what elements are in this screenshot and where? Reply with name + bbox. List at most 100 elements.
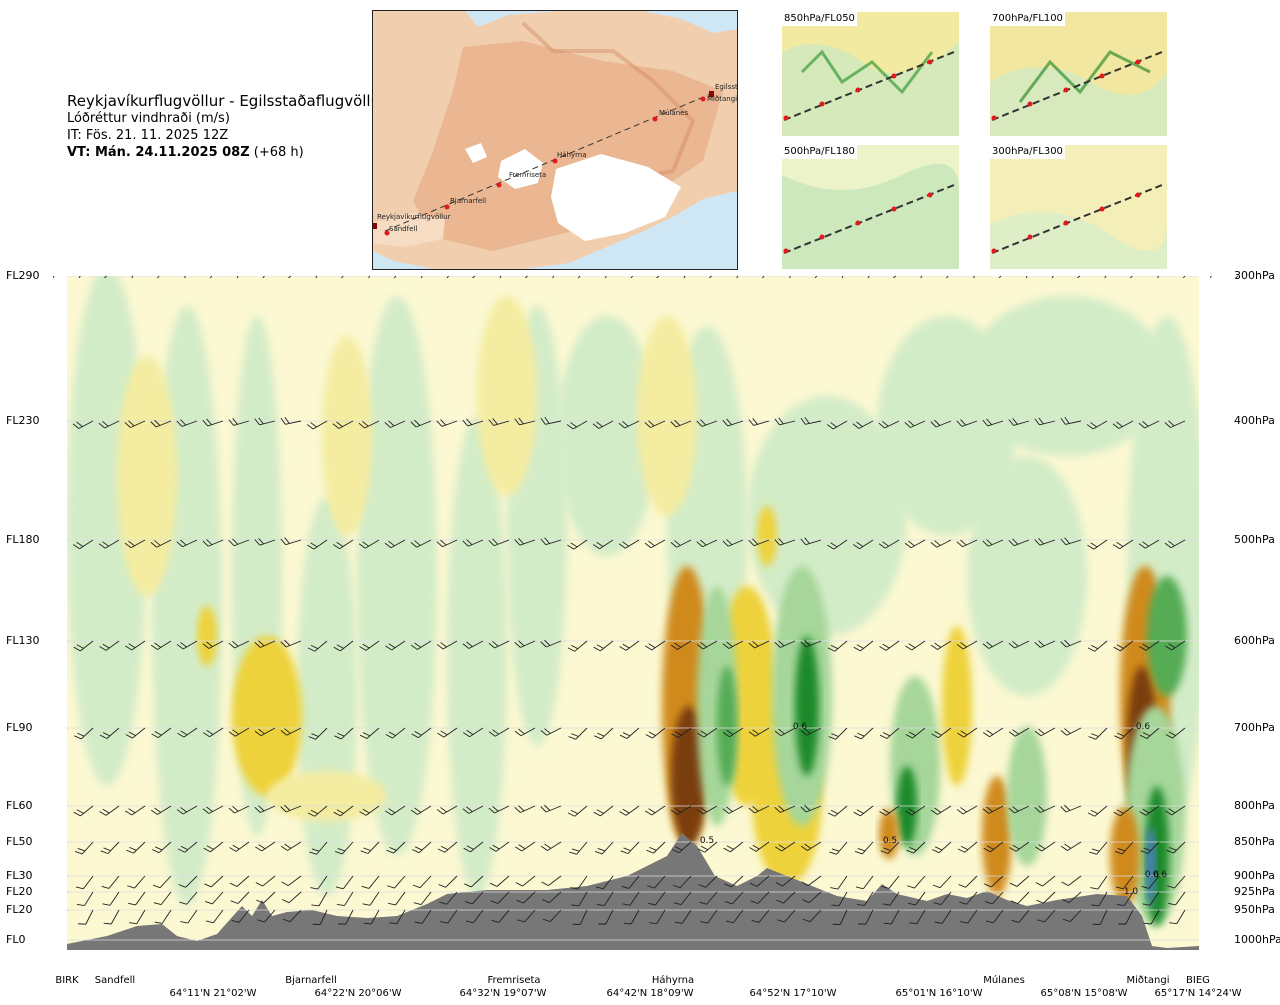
wind-barb xyxy=(570,875,588,890)
wind-barb xyxy=(359,805,380,816)
wind-barb xyxy=(254,805,276,813)
wind-barb xyxy=(644,420,666,428)
wind-barb xyxy=(1034,417,1056,426)
wind-barb xyxy=(385,640,406,651)
wind-barb xyxy=(1036,891,1056,904)
wind-barb xyxy=(1008,640,1030,649)
wind-barb xyxy=(202,418,224,427)
wind-barb xyxy=(514,275,528,278)
wind-barb xyxy=(179,891,198,905)
wind-barb xyxy=(854,841,874,855)
wind-barb xyxy=(645,727,666,739)
wind-barb xyxy=(1112,420,1134,429)
wind-barb xyxy=(1035,841,1056,852)
velocity-cell xyxy=(967,456,1087,696)
wind-barb xyxy=(698,875,718,888)
wind-barb xyxy=(152,841,172,854)
wind-barb xyxy=(176,640,198,650)
mini-map-850-label: 850hPa/FL050 xyxy=(782,12,857,26)
wind-barb xyxy=(228,640,250,649)
velocity-cell xyxy=(1110,806,1140,906)
contour-value-label: 0.6 xyxy=(1153,870,1168,880)
wind-barb xyxy=(568,727,588,740)
wind-barb xyxy=(751,909,770,923)
wind-barb xyxy=(930,805,952,815)
wind-barbs xyxy=(67,417,1186,925)
wind-barb xyxy=(670,419,692,428)
wind-barb xyxy=(200,275,213,278)
wind-barb xyxy=(280,417,302,425)
wind-barb xyxy=(282,891,302,904)
wind-barb xyxy=(827,805,848,817)
contour-value-label: 0.6 xyxy=(793,722,808,732)
wind-barb xyxy=(308,727,328,740)
wind-barb xyxy=(361,275,371,278)
wind-barb xyxy=(128,891,146,906)
wind-barb xyxy=(124,539,146,549)
route-title: Reykjavíkurflugvöllur - Egilsstaðaflugvö… xyxy=(67,92,387,110)
wind-barb xyxy=(414,909,432,924)
coordinate-label: 64°52'N 17°10'W xyxy=(749,988,837,999)
mini-map-700-graphic xyxy=(990,12,1167,136)
wind-barb xyxy=(1150,275,1160,278)
wind-barb xyxy=(1141,875,1160,889)
map-label-bjarnarfell: Bjarnarfell xyxy=(450,197,486,205)
wind-barb xyxy=(571,891,588,907)
site-label: Sandfell xyxy=(94,975,136,986)
wind-barb xyxy=(697,841,718,853)
site-label: Múlanes xyxy=(983,975,1025,986)
fl-label: FL50 xyxy=(6,835,33,848)
wind-barb xyxy=(202,805,224,814)
wind-barb xyxy=(541,875,562,887)
map-label-sandfell: Sandfell xyxy=(389,225,417,233)
wind-barb xyxy=(78,909,94,925)
level-lines xyxy=(67,276,1199,941)
wind-barb xyxy=(463,841,484,853)
wind-barb xyxy=(306,420,328,430)
wind-barb xyxy=(542,891,562,904)
wind-barb xyxy=(98,420,120,429)
wind-barb xyxy=(439,891,458,905)
wind-barb xyxy=(360,841,380,854)
wind-barb xyxy=(566,420,588,430)
wind-barb xyxy=(256,891,276,904)
wind-barb xyxy=(1173,275,1186,278)
wind-barb xyxy=(384,420,406,428)
wind-barb xyxy=(1164,420,1186,428)
wind-barb xyxy=(1165,640,1186,651)
wind-barb xyxy=(229,875,250,887)
wind-barb xyxy=(722,418,744,427)
wind-barb xyxy=(231,275,239,278)
wind-barb xyxy=(254,727,276,737)
wind-barb xyxy=(334,841,354,855)
wind-barb xyxy=(72,420,94,429)
wind-barb xyxy=(99,805,120,816)
contour-value-label: 0.6 xyxy=(1145,870,1160,880)
wind-barb xyxy=(728,275,739,278)
coordinate-label: 64°32'N 19°07'W xyxy=(459,988,547,999)
wind-barb xyxy=(257,909,276,923)
wind-barb xyxy=(254,537,276,546)
wind-barb xyxy=(440,909,458,924)
wind-barb xyxy=(436,419,458,427)
pressure-label: 1000hPa xyxy=(1234,933,1280,946)
coordinate-label: 64°22'N 20°06'W xyxy=(314,988,402,999)
map-label-egilsst: Egilsst xyxy=(715,83,737,91)
wind-barb xyxy=(75,875,94,890)
wind-barb xyxy=(774,537,796,546)
wind-barb xyxy=(334,727,354,740)
wind-barb xyxy=(385,727,406,739)
wind-barb xyxy=(748,805,770,814)
wind-barb xyxy=(930,419,952,428)
wind-barb xyxy=(593,539,614,550)
wind-barb xyxy=(930,539,952,548)
wind-barb xyxy=(749,875,770,887)
wind-barb xyxy=(514,537,536,546)
wind-barb xyxy=(177,727,198,738)
wind-barb xyxy=(180,909,198,924)
wind-barb xyxy=(723,727,744,738)
wind-barb xyxy=(542,909,562,923)
wind-barb xyxy=(515,875,536,887)
wind-barb xyxy=(989,275,1002,278)
wind-barb xyxy=(984,891,1004,905)
